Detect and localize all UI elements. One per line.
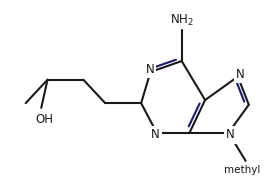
Text: N: N (145, 63, 154, 76)
Text: NH$_2$: NH$_2$ (170, 13, 193, 28)
Text: N: N (151, 129, 160, 141)
Text: N: N (226, 129, 234, 141)
Text: methyl: methyl (224, 165, 261, 175)
Text: OH: OH (35, 113, 53, 126)
Text: N: N (236, 68, 245, 81)
